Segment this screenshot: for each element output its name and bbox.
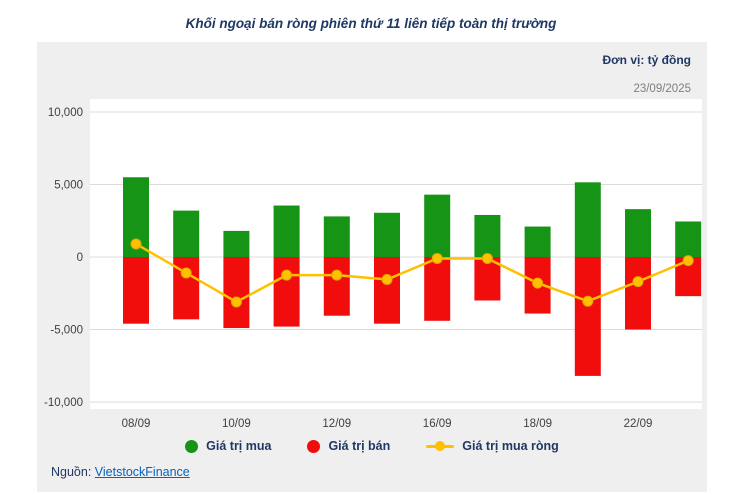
- x-axis-tick-label: 08/09: [122, 418, 151, 430]
- net-point: [281, 269, 293, 281]
- chart-legend: Giá trị mua Giá trị bán Giá trị mua ròng: [37, 439, 707, 453]
- legend-item-buy: Giá trị mua: [185, 439, 271, 453]
- bar-sell: [374, 257, 400, 324]
- unit-label: Đơn vị: tỷ đồng: [602, 53, 691, 67]
- bar-sell: [424, 257, 451, 321]
- x-axis-tick-label: 12/09: [322, 418, 351, 430]
- net-point: [130, 238, 142, 250]
- y-axis-tick-label: 10,000: [48, 107, 83, 119]
- net-series-line-dot-icon: [426, 440, 455, 453]
- chart-canvas: 10,000 5,000 0 -5,000 -10,000 08/09 10/09 12/09…: [44, 99, 702, 430]
- bar-buy: [524, 226, 551, 257]
- source-prefix: Nguồn:: [51, 465, 92, 479]
- bar-buy: [574, 182, 601, 257]
- legend-label-buy: Giá trị mua: [206, 439, 272, 453]
- y-axis-tick-label: -10,000: [44, 397, 83, 409]
- sell-series-dot-icon: [307, 439, 321, 453]
- legend-label-sell: Giá trị bán: [328, 439, 391, 453]
- net-point: [632, 276, 644, 288]
- bar-sell: [273, 257, 300, 327]
- page-title: Khối ngoại bán ròng phiên thứ 11 liên ti…: [185, 16, 557, 31]
- date-label: 23/09/2025: [633, 83, 691, 95]
- net-point: [582, 295, 594, 307]
- bar-buy: [625, 209, 651, 257]
- chart-card: Đơn vị: tỷ đồng 23/09/2025 10,000 5,000 0 -…: [37, 42, 707, 492]
- bar-buy: [374, 212, 400, 257]
- bar-sell: [323, 257, 350, 316]
- bar-sell: [123, 257, 149, 324]
- net-point: [532, 277, 544, 289]
- bar-buy: [323, 216, 350, 257]
- buy-series-dot-icon: [185, 439, 199, 453]
- legend-item-net: Giá trị mua ròng: [426, 439, 559, 453]
- bar-buy: [173, 210, 200, 257]
- net-line-knob-icon: [435, 441, 446, 451]
- x-axis-tick-label: 10/09: [222, 418, 251, 430]
- net-line: [135, 242, 689, 304]
- legend-item-sell: Giá trị bán: [307, 439, 390, 453]
- bar-sell: [474, 257, 501, 301]
- net-point: [230, 296, 242, 308]
- bar-sell: [625, 257, 651, 330]
- net-point: [381, 273, 393, 285]
- net-point: [431, 252, 443, 264]
- net-point: [682, 255, 694, 267]
- bar-sell: [574, 257, 601, 376]
- y-axis-tick-label: 0: [77, 252, 83, 264]
- bar-buy: [474, 214, 501, 257]
- x-axis-tick-label: 22/09: [624, 418, 653, 430]
- net-point: [331, 269, 343, 281]
- bar-sell: [223, 257, 250, 329]
- y-axis-tick-label: 5,000: [54, 180, 83, 192]
- net-point: [180, 267, 192, 279]
- bar-buy: [424, 194, 451, 257]
- source-link[interactable]: VietstockFinance: [94, 465, 190, 479]
- net-point: [481, 252, 493, 264]
- bar-buy: [675, 221, 702, 257]
- y-axis-tick-label: -5,000: [50, 325, 83, 337]
- legend-label-net: Giá trị mua ròng: [462, 439, 559, 453]
- bar-buy: [223, 230, 250, 257]
- x-axis-tick-label: 18/09: [523, 418, 552, 430]
- source-row: Nguồn: VietstockFinance: [51, 465, 190, 479]
- x-axis-tick-label: 16/09: [423, 418, 452, 430]
- bar-buy: [273, 205, 300, 257]
